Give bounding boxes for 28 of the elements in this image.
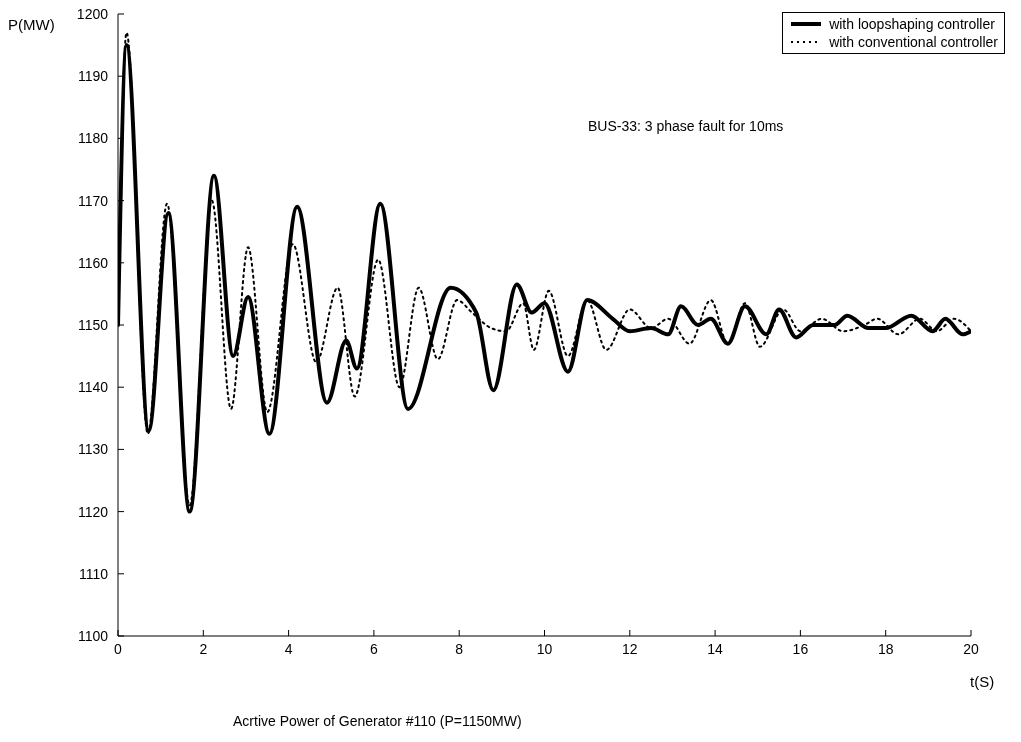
y-tick-label: 1200 [76, 5, 109, 22]
x-axis-title: t(S) [970, 673, 995, 690]
x-tick-label: 20 [963, 640, 979, 657]
x-tick-label: 10 [536, 640, 553, 657]
y-tick-label: 1190 [77, 68, 109, 85]
x-tick-label: 12 [622, 640, 638, 657]
x-tick-label: 16 [792, 640, 809, 657]
legend-label: with conventional controller [829, 33, 998, 51]
y-tick-label: 1140 [77, 379, 109, 396]
y-tick-label: 1130 [77, 441, 109, 458]
legend-label: with loopshaping controller [829, 15, 995, 33]
y-tick-label: 1110 [78, 565, 109, 582]
y-tick-label: 1150 [77, 316, 109, 333]
x-tick-label: 0 [114, 640, 123, 657]
x-tick-label: 4 [284, 640, 293, 657]
y-tick-label: 1120 [77, 503, 109, 520]
x-tick-label: 18 [877, 640, 894, 657]
x-tick-label: 6 [370, 640, 378, 657]
y-tick-label: 1160 [77, 254, 109, 271]
y-tick-label: 1180 [77, 130, 109, 147]
y-tick-label: 1170 [77, 192, 109, 209]
text: Acrtive Power of Generator #110 (P=1150MW) [233, 713, 522, 729]
x-tick-label: 8 [455, 640, 464, 657]
x-tick-label: 14 [707, 640, 724, 657]
x-tick-label: 2 [199, 640, 208, 657]
y-tick-label: 1100 [77, 627, 109, 644]
annotation: BUS-33: 3 phase fault for 10ms [588, 118, 784, 134]
y-axis-title: P(MW) [8, 16, 55, 33]
